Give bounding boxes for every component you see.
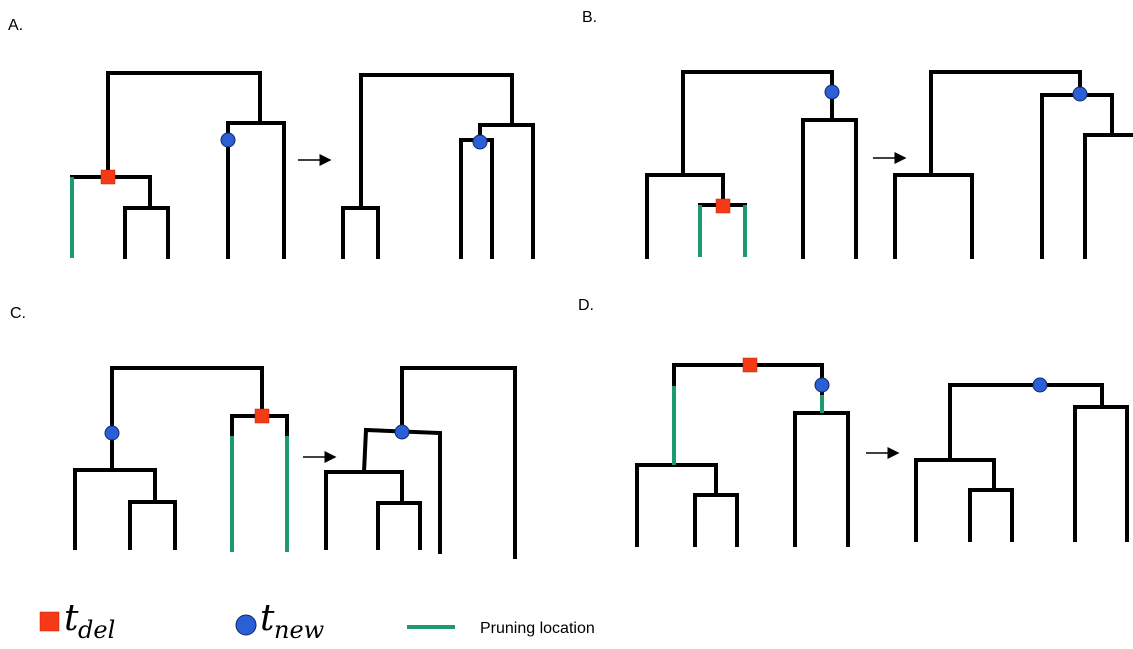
legend: t del t new Pruning location — [39, 598, 595, 644]
panel-d — [635, 357, 1129, 547]
legend-swatch — [39, 611, 60, 632]
panel-b — [645, 70, 1133, 259]
panel-a — [70, 71, 535, 259]
legend-subscript: new — [274, 616, 325, 644]
legend-swatch — [235, 614, 257, 636]
panel-label: A. — [8, 17, 23, 34]
panel-label: D. — [578, 297, 594, 314]
panel-label: B. — [582, 9, 597, 26]
legend-text: Pruning location — [480, 620, 595, 637]
legend-subscript: del — [78, 616, 115, 644]
legend-symbol: t — [64, 598, 79, 639]
panel-label: C. — [10, 305, 26, 322]
legend-symbol: t — [260, 598, 275, 639]
panel-c — [73, 366, 517, 559]
